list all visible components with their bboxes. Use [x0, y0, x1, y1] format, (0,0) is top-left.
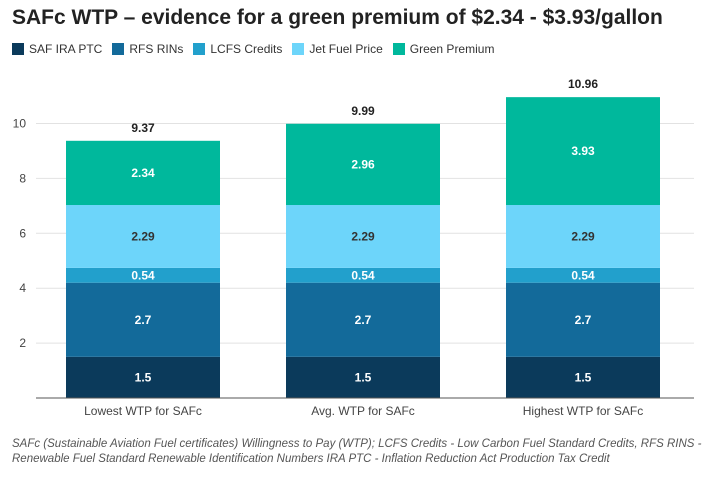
bar-total-label: 10.96: [568, 77, 598, 91]
stacked-bar-chart: 2 4 6 8 10 1.5 2.7 0.54 2.29 2.34 9.37 Lowest WTP f…: [13, 77, 694, 418]
y-tick-label: 8: [19, 171, 26, 185]
legend-label: SAF IRA PTC: [29, 42, 103, 56]
bar-segment: [286, 356, 440, 398]
legend-swatch: [12, 43, 24, 55]
bar-value-label: 1.5: [135, 370, 152, 384]
bar-value-label: 1.5: [575, 370, 592, 384]
bar-segment: [506, 282, 660, 357]
legend-swatch: [193, 43, 206, 55]
bar-total-label: 9.37: [131, 121, 155, 135]
bar-segment: [286, 267, 440, 283]
bar-total-label: 9.99: [351, 104, 375, 118]
y-tick-label: 6: [19, 226, 26, 240]
legend-label: LCFS Credits: [210, 42, 283, 56]
y-tick-label: 2: [19, 336, 26, 350]
legend-item-green-premium: Green Premium: [392, 42, 495, 56]
bar-value-label: 0.54: [351, 268, 375, 282]
bar-segment: [66, 140, 220, 206]
footnote: SAFc (Sustainable Aviation Fuel certific…: [12, 438, 702, 465]
bar-segment: [286, 282, 440, 357]
legend-swatch: [112, 43, 125, 55]
legend-item-lcfs-credits: LCFS Credits: [193, 42, 282, 56]
y-tick-label: 4: [19, 281, 26, 295]
bar-segment: [66, 356, 220, 398]
bar-segment: [286, 205, 440, 268]
legend: SAF IRA PTC RFS RINs LCFS Credits Jet Fu…: [12, 42, 504, 56]
bar-segment: [66, 205, 220, 268]
legend-item-saf-ira-ptc: SAF IRA PTC: [12, 42, 102, 56]
legend-item-jet-fuel-price: Jet Fuel Price: [292, 42, 383, 56]
bar-value-label: 0.54: [131, 268, 155, 282]
legend-item-rfs-rins: RFS RINs: [112, 42, 183, 56]
bar-value-label: 0.54: [571, 268, 595, 282]
bar-value-label: 2.29: [351, 229, 375, 243]
bar-value-label: 2.29: [131, 229, 155, 243]
bar-segment: [286, 123, 440, 206]
legend-swatch: [392, 43, 405, 55]
bar-value-label: 2.7: [575, 313, 592, 327]
bar-value-label: 3.93: [571, 144, 595, 158]
legend-label: Jet Fuel Price: [309, 42, 383, 56]
bar-value-label: 2.7: [135, 313, 152, 327]
bar-segment: [66, 267, 220, 283]
legend-label: RFS RINs: [129, 42, 184, 56]
x-tick-label: Lowest WTP for SAFc: [84, 404, 202, 418]
x-tick-label: Highest WTP for SAFc: [523, 404, 643, 418]
bar-value-label: 2.7: [355, 313, 372, 327]
bar-value-label: 1.5: [355, 370, 372, 384]
bar-segment: [506, 97, 660, 206]
x-tick-label: Avg. WTP for SAFc: [311, 404, 415, 418]
chart-title: SAFc WTP – evidence for a green premium …: [12, 6, 663, 29]
y-tick-label: 10: [13, 117, 27, 131]
bar-segment: [506, 356, 660, 398]
bar-segment: [506, 205, 660, 268]
bar-value-label: 2.34: [131, 166, 155, 180]
bar-segment: [66, 282, 220, 357]
legend-label: Green Premium: [409, 42, 495, 56]
bar-segment: [506, 267, 660, 283]
bar-value-label: 2.29: [571, 229, 595, 243]
legend-swatch: [292, 43, 305, 55]
bar-value-label: 2.96: [351, 157, 375, 171]
